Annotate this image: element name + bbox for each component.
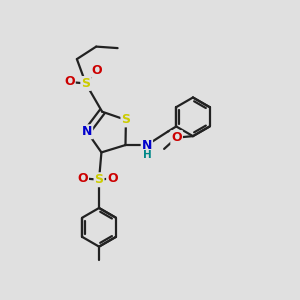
Text: O: O — [91, 64, 101, 76]
Text: S: S — [94, 173, 103, 186]
Text: H: H — [142, 150, 151, 161]
Text: O: O — [107, 172, 118, 185]
Text: S: S — [81, 77, 90, 90]
Text: N: N — [82, 125, 92, 138]
Text: N: N — [142, 139, 152, 152]
Text: O: O — [171, 131, 182, 144]
Text: O: O — [64, 76, 75, 88]
Text: S: S — [122, 113, 130, 126]
Text: O: O — [77, 172, 88, 185]
